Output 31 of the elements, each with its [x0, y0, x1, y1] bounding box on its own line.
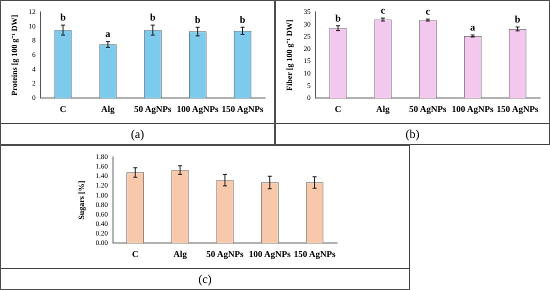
- annotation: c: [426, 6, 431, 18]
- x-tick-label: Alg: [173, 248, 188, 259]
- y-axis-title: Proteins [g 100 g⁻¹ DW]: [10, 14, 19, 96]
- annotation: b: [240, 14, 246, 26]
- annotation: b: [194, 14, 201, 26]
- x-tick-label: 100 AgNPs: [176, 104, 220, 114]
- annotation: c: [380, 6, 386, 17]
- x-tick-label: Alg: [376, 104, 390, 114]
- x-tick-label: 50 AgNPs: [206, 248, 244, 259]
- x-tick-label: 150 AgNPs: [294, 248, 336, 259]
- annotation: b: [335, 13, 342, 24]
- x-tick-label: 150 AgNPs: [496, 104, 539, 114]
- x-tick-label: 150 AgNPs: [222, 104, 264, 114]
- x-tick-label: Alg: [101, 104, 116, 114]
- annotation: b: [60, 12, 66, 24]
- x-tick-label: 50 AgNPs: [134, 104, 172, 114]
- x-tick-label: 50 AgNPs: [409, 104, 447, 114]
- y-axis-title: Fiber [g 100 g⁻¹ DW]: [284, 19, 294, 91]
- text: (b): [406, 127, 420, 141]
- x-tick-label: 100 AgNPs: [248, 248, 292, 259]
- x-tick-label: C: [132, 248, 139, 259]
- annotation: a: [105, 29, 110, 40]
- text: (a): [130, 127, 144, 141]
- text: (c): [198, 272, 212, 286]
- annotation: b: [514, 14, 521, 26]
- x-tick-label: C: [60, 104, 66, 114]
- annotation: b: [150, 12, 156, 24]
- annotation: a: [470, 22, 476, 34]
- y-axis-title: Sugars [%]: [76, 180, 86, 220]
- x-tick-label: C: [334, 104, 342, 114]
- x-tick-label: 100 AgNPs: [452, 104, 494, 114]
